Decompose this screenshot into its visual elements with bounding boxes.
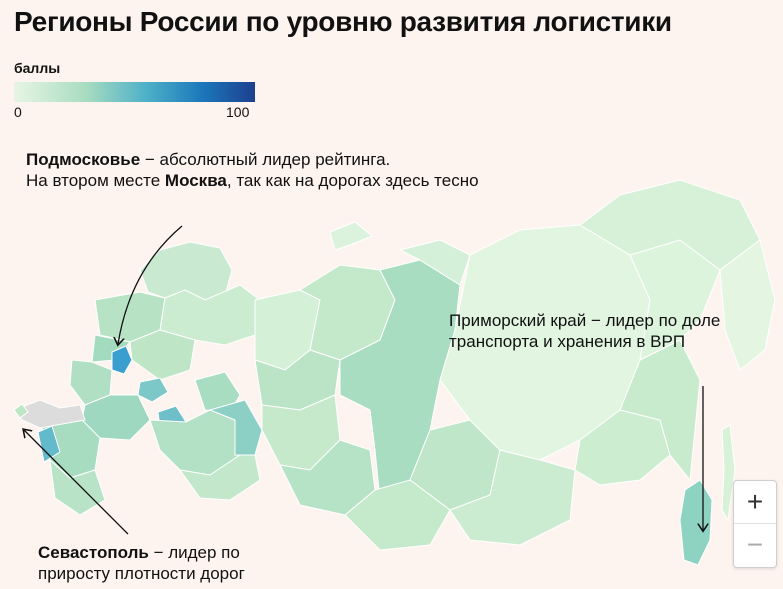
region-central-east[interactable] (129, 329, 196, 381)
annotation-moscow-text3: , так как на дорогах здесь тесно (226, 171, 479, 190)
arrow-sevastopol (24, 430, 129, 535)
annotation-moscow-text2: На втором месте (26, 171, 165, 190)
annotation-moscow: Подмосковье − абсолютный лидер рейтинга.… (26, 149, 506, 191)
legend-title: баллы (14, 60, 61, 76)
zoom-out-button[interactable]: − (746, 529, 764, 560)
annotation-sevastopol-bold: Севастополь (38, 543, 149, 562)
zoom-control: + − (733, 480, 777, 568)
region-kamchatka[interactable] (719, 239, 776, 371)
region-moscow-oblast[interactable] (111, 345, 133, 375)
region-nizhny-novgorod[interactable] (137, 377, 169, 403)
region-urals-south[interactable] (178, 454, 261, 501)
region-novosibirsk-altai[interactable] (279, 439, 376, 516)
region-krasnodar[interactable] (37, 425, 61, 463)
annotation-primorye: Приморский край − лидер по доле транспор… (449, 311, 721, 351)
region-taymyr[interactable] (398, 239, 471, 286)
legend-color-scale (14, 82, 255, 102)
annotation-sevastopol-text: − лидер по приросту плотности дорог (38, 543, 245, 583)
region-sakhalin[interactable] (721, 424, 736, 522)
region-primorsky[interactable] (679, 479, 713, 566)
annotation-moscow-bold2: Москва (164, 171, 227, 190)
region-tuva-khakassia[interactable] (344, 479, 451, 551)
page-title: Регионы России по уровню развития логист… (14, 6, 672, 37)
annotation-moscow-text1: − абсолютный лидер рейтинга. (140, 150, 391, 169)
arrow-moscow (118, 225, 183, 344)
region-caucasus[interactable] (49, 458, 106, 516)
legend-min-label: 0 (14, 104, 22, 120)
zoom-in-button[interactable]: + (734, 481, 776, 524)
region-sevastopol[interactable] (13, 403, 29, 419)
region-crimea-ukraine-nodata[interactable] (13, 399, 86, 429)
region-khabarovsk[interactable] (619, 339, 701, 482)
legend-max-label: 100 (226, 104, 250, 120)
annotation-sevastopol: Севастополь − лидер по приросту плотност… (38, 542, 298, 584)
annotation-moscow-bold1: Подмосковье (26, 150, 141, 169)
region-novaya-zemlya[interactable] (329, 221, 373, 251)
